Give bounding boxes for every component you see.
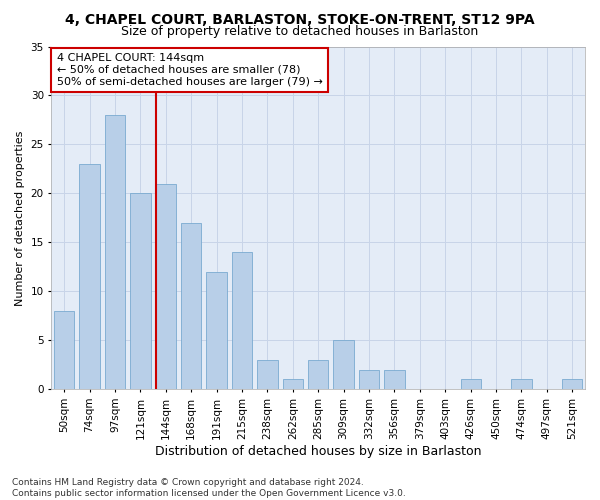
Bar [79,164,100,389]
Text: 4 CHAPEL COURT: 144sqm
← 50% of detached houses are smaller (78)
50% of semi-det: 4 CHAPEL COURT: 144sqm ← 50% of detached… [57,54,323,86]
Text: 4, CHAPEL COURT, BARLASTON, STOKE-ON-TRENT, ST12 9PA: 4, CHAPEL COURT, BARLASTON, STOKE-ON-TRE… [65,12,535,26]
Bar [155,184,176,389]
Bar [461,380,481,389]
Text: Size of property relative to detached houses in Barlaston: Size of property relative to detached ho… [121,25,479,38]
Bar [257,360,278,389]
Bar [181,222,202,389]
Bar [562,380,583,389]
Bar [232,252,252,389]
Bar [308,360,328,389]
Bar [334,340,354,389]
Bar [283,380,303,389]
Text: Contains HM Land Registry data © Crown copyright and database right 2024.
Contai: Contains HM Land Registry data © Crown c… [12,478,406,498]
Bar [130,194,151,389]
Bar [54,311,74,389]
Bar [105,115,125,389]
Bar [511,380,532,389]
X-axis label: Distribution of detached houses by size in Barlaston: Distribution of detached houses by size … [155,444,481,458]
Y-axis label: Number of detached properties: Number of detached properties [15,130,25,306]
Bar [359,370,379,389]
Bar [384,370,404,389]
Bar [206,272,227,389]
